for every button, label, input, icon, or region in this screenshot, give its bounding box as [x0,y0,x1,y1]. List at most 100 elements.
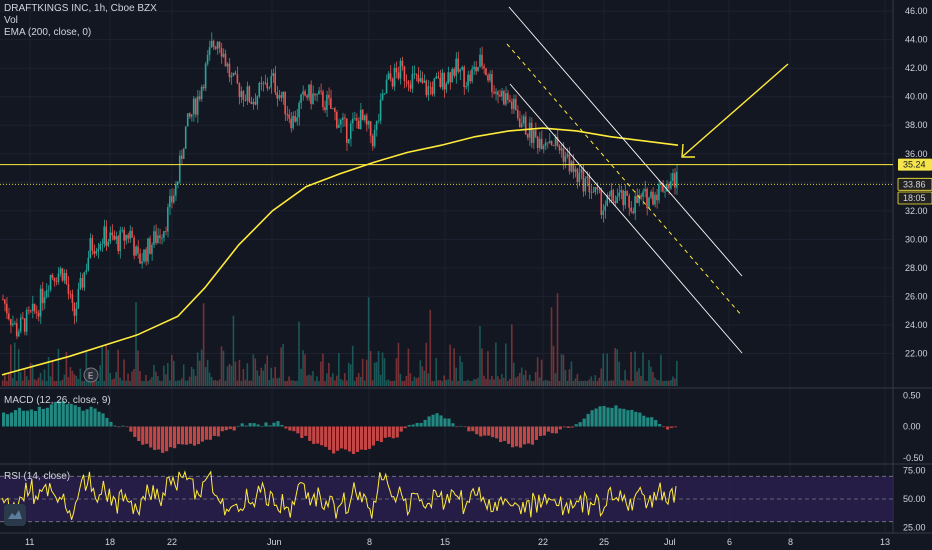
candle-body [174,183,177,196]
volume-bar [359,376,362,386]
volume-bar [13,342,16,386]
macd-histogram-bar [423,419,427,427]
macd-histogram-bar [582,418,586,427]
candle-body [5,303,8,314]
candle-body [656,194,658,201]
volume-bar [182,364,185,386]
candle-body [3,299,6,304]
volume-bar [9,344,12,386]
candle-body [37,312,40,317]
volume-bar [61,379,64,386]
volume-bar [155,371,157,386]
macd-histogram-bar [395,426,399,438]
volume-bar [161,380,163,386]
volume-bar [266,355,269,386]
volume-bar [437,380,440,386]
volume-bar [7,373,10,386]
volume-bar [242,369,245,386]
candle-body [463,67,465,88]
macd-histogram-bar [292,426,296,432]
candle-body [367,121,370,125]
y-tick-label: 24.00 [905,320,928,330]
symbol-legend[interactable]: DRAFTKINGS INC, 1h, Cboe BZX Vol EMA (20… [4,3,157,39]
macd-histogram-bar [355,426,360,452]
volume-bar [465,380,467,386]
candle-body [105,226,107,246]
volume-bar [218,379,221,386]
candle-body [644,189,646,192]
candle-body [117,236,119,252]
macd-histogram-bar [638,412,642,427]
candle-body [536,136,539,148]
volume-bar [403,380,406,386]
candle-body [666,183,668,192]
macd-histogram-bar [443,418,447,427]
candle-body [439,77,441,87]
candle-body [568,154,571,172]
candle-body [554,137,557,146]
candle-body [379,99,382,121]
volume-bar [441,381,443,386]
candle-body [373,130,376,147]
candle-body [343,117,346,119]
candle-body [115,236,117,240]
volume-bar [676,360,678,386]
volume-bar [526,380,529,386]
annotation-arrow-line [682,63,789,157]
y-tick-label: 30.00 [905,234,928,244]
volume-bar [111,379,113,386]
tradingview-logo-icon[interactable] [4,504,26,526]
volume-bar [495,342,497,386]
volume-bar [371,380,374,386]
volume-bar [624,370,626,386]
macd-histogram-bar [161,426,165,453]
macd-histogram-bar [224,426,228,431]
candle-body [580,169,583,173]
candle-body [212,40,215,47]
volume-bar [278,377,280,386]
volume-bar [532,380,535,386]
volume-bar [230,365,233,386]
macd-histogram-bar [2,412,6,427]
volume-bar [463,381,465,386]
volume-bar [292,380,294,386]
y-tick-label: 46.00 [905,6,928,16]
volume-bar [481,348,483,386]
candle-body [499,94,501,97]
volume-bar [447,379,449,386]
volume-bar [256,370,259,386]
volume-bar [99,365,102,386]
volume-bar [622,380,624,386]
candle-body [427,86,430,96]
volume-bar [522,375,525,386]
macd-histogram-bar [260,425,264,427]
candle-body [512,98,515,110]
macd-legend[interactable]: MACD (12, 26, close, 9) [4,395,111,406]
macd-histogram-bar [228,426,232,430]
candle-body [230,75,233,78]
volume-bar [119,377,121,386]
volume-bar [169,380,171,386]
volume-bar [232,315,235,386]
x-tick-label: 13 [880,537,890,547]
candle-body [401,60,404,67]
candle-body [578,172,581,183]
candle-body [624,191,626,206]
macd-histogram-bar [658,423,662,427]
earnings-marker-label: E [88,372,93,381]
symbol-title: DRAFTKINGS INC, 1h, Cboe BZX [4,3,157,14]
macd-histogram-bar [276,421,280,427]
macd-histogram-bar [586,413,590,427]
rsi-legend[interactable]: RSI (14, close) [4,471,71,482]
candle-body [415,73,418,75]
candle-body [461,67,463,70]
candle-body [182,148,185,159]
candle-body [381,93,384,100]
volume-bar [316,376,318,386]
macd-histogram-bar [141,426,145,445]
volume-bar [147,380,149,386]
macd-histogram-bar [427,416,431,427]
candle-body [516,109,519,119]
candle-body [556,137,559,146]
